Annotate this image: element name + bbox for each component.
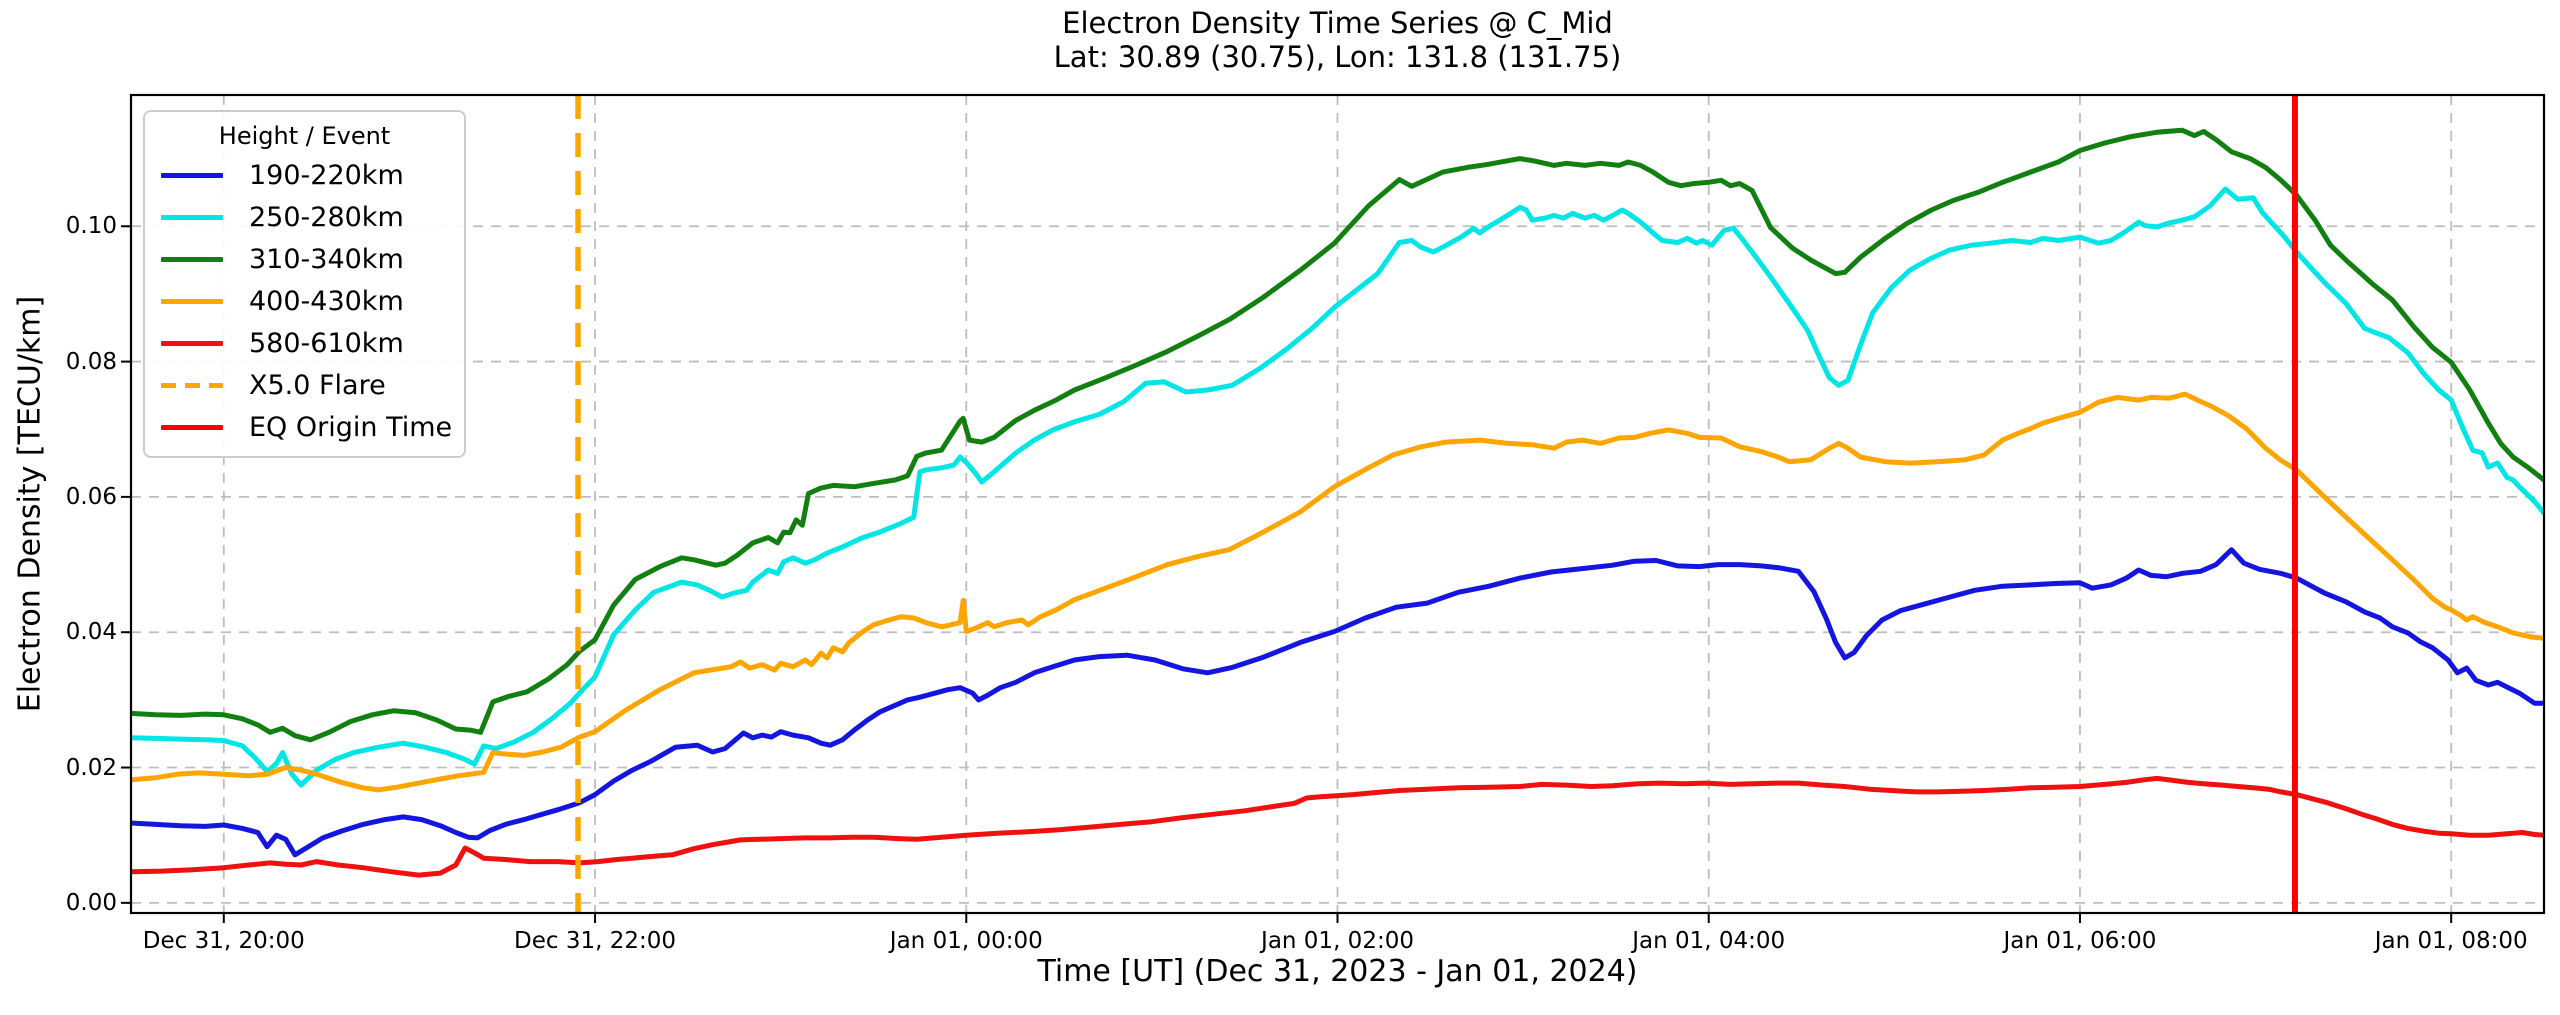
legend-items: 190-220km 250-280km 310-340km 400-430km 580-… xyxy=(145,154,464,448)
legend-item-label: 250-280km xyxy=(249,201,404,233)
legend-item-label: 190-220km xyxy=(249,159,404,191)
x-tick-label: Jan 01, 00:00 xyxy=(889,928,1043,954)
y-tick-label: 0.06 xyxy=(65,483,117,510)
y-tick-label: 0.10 xyxy=(65,213,117,240)
legend-item-label: X5.0 Flare xyxy=(249,369,386,401)
series-line-400-430km xyxy=(131,391,2544,793)
legend-title: Height / Event xyxy=(218,122,391,150)
legend-item-label: EQ Origin Time xyxy=(249,411,453,443)
series-line-190-220km xyxy=(131,547,2544,858)
legend-swatch-line xyxy=(161,214,223,220)
legend: Height / Event 190-220km 250-280km 310-340… xyxy=(143,110,466,458)
legend-item: 250-280km xyxy=(145,196,464,238)
legend-item: 400-430km xyxy=(145,280,464,322)
x-tick-label: Jan 01, 06:00 xyxy=(2003,928,2157,954)
legend-item: X5.0 Flare xyxy=(145,364,464,406)
legend-swatch-line xyxy=(161,424,223,430)
legend-item: 310-340km xyxy=(145,238,464,280)
series-line-580-610km xyxy=(131,775,2544,878)
y-tick-label: 0.04 xyxy=(65,619,117,646)
chart-title: Electron Density Time Series @ C_Mid xyxy=(1062,6,1613,40)
y-tick-label: 0.02 xyxy=(65,754,117,781)
x-axis-label: Time [UT] (Dec 31, 2023 - Jan 01, 2024) xyxy=(1037,954,1638,989)
legend-item-label: 310-340km xyxy=(249,243,404,275)
x-tick-label: Jan 01, 02:00 xyxy=(1261,928,1414,954)
chart-subtitle: Lat: 30.89 (30.75), Lon: 131.8 (131.75) xyxy=(1053,40,1622,74)
x-tick-label: Dec 31, 20:00 xyxy=(142,928,305,954)
x-tick-label: Jan 01, 04:00 xyxy=(1632,928,1786,954)
legend-item: 190-220km xyxy=(145,154,464,196)
x-tick-label: Jan 01, 08:00 xyxy=(2374,928,2528,954)
legend-swatch-line xyxy=(161,298,223,304)
legend-item-label: 580-610km xyxy=(249,327,404,359)
legend-item: 580-610km xyxy=(145,322,464,364)
legend-swatch-line xyxy=(161,340,223,346)
y-tick-label: 0.08 xyxy=(65,348,117,375)
legend-swatch-line xyxy=(161,256,223,262)
series-line-250-280km xyxy=(131,186,2544,788)
legend-swatch-line xyxy=(161,172,223,178)
series-line-310-340km xyxy=(131,127,2544,743)
legend-item: EQ Origin Time xyxy=(145,406,464,448)
y-tick-label: 0.00 xyxy=(65,889,117,916)
x-tick-label: Dec 31, 22:00 xyxy=(514,928,677,954)
legend-item-label: 400-430km xyxy=(249,285,404,317)
legend-swatch-dashed-line xyxy=(161,382,223,388)
